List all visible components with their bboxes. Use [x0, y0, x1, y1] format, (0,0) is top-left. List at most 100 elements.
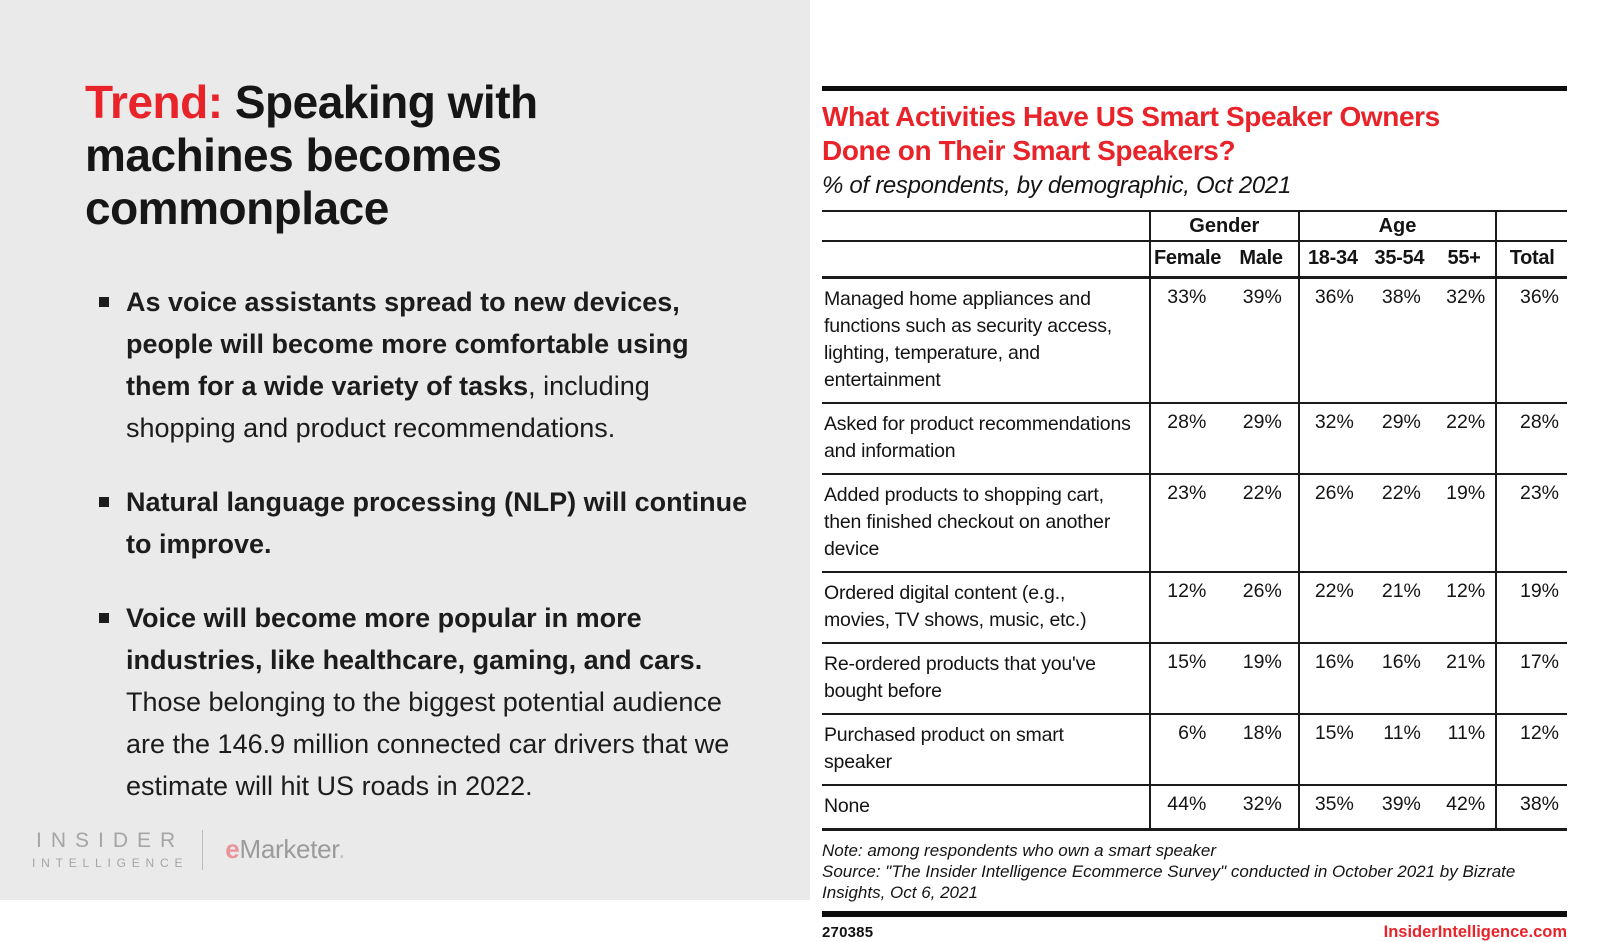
slide-title: Trend: Speaking with machines becomes co… — [85, 76, 750, 235]
slide-left-panel: Trend: Speaking with machines becomes co… — [0, 0, 810, 900]
row-value: 22% — [1432, 403, 1497, 475]
bullet-square-icon — [99, 497, 109, 507]
insider-logo-line1: INSIDER — [36, 829, 185, 852]
row-label: Purchased product on smart speaker — [822, 714, 1150, 786]
survey-table-head: Gender Age Female Male 18-34 35-54 55+ Total — [822, 211, 1567, 279]
row-value: 19% — [1224, 643, 1299, 715]
emarketer-logo: eMarketer. — [225, 834, 345, 865]
bullet-regular-text: , including shopping and product recomme… — [126, 371, 650, 443]
bullet-square-icon — [99, 613, 109, 623]
row-value: 26% — [1224, 572, 1299, 644]
chart-subtitle: % of respondents, by demographic, Oct 20… — [822, 172, 1292, 199]
row-value: 15% — [1148, 643, 1225, 715]
brand-logo-row: INSIDER INTELLIGENCE eMarketer. — [32, 829, 345, 870]
bullet-list: As voice assistants spread to new device… — [85, 281, 750, 807]
emarketer-logo-text: Marketer — [239, 834, 339, 864]
table-row: Re-ordered products that you've bought b… — [822, 643, 1567, 715]
chart-footer: 270385 InsiderIntelligence.com — [822, 923, 1567, 942]
chart-source-line: Source: "The Insider Intelligence Ecomme… — [822, 862, 1516, 902]
row-value: 21% — [1365, 572, 1433, 644]
bullet-item-2: Natural language processing (NLP) will c… — [85, 481, 750, 565]
row-value: 39% — [1224, 277, 1299, 404]
chart-title-line1: What Activities Have US Smart Speaker Ow… — [822, 101, 1440, 132]
row-value: 18% — [1224, 714, 1299, 786]
col-group-age: Age — [1297, 211, 1497, 242]
row-value: 28% — [1495, 403, 1567, 475]
row-value: 11% — [1365, 714, 1433, 786]
bullet-square-icon — [99, 297, 109, 307]
col-header-male: Male — [1224, 241, 1299, 279]
row-value: 12% — [1148, 572, 1225, 644]
row-value: 42% — [1446, 793, 1486, 815]
row-label: Ordered digital content (e.g., movies, T… — [822, 572, 1150, 644]
row-value: 26% — [1297, 474, 1366, 573]
survey-table-body: Managed home appliances and functions su… — [822, 277, 1567, 830]
row-value: 22% — [1365, 474, 1433, 573]
chart-top-rule — [822, 86, 1567, 91]
row-value: 16% — [1365, 643, 1433, 715]
bullet-bold-text: Voice will become more popular in more i… — [126, 603, 703, 675]
row-value: 44% — [1148, 785, 1225, 830]
row-value: 33% — [1148, 277, 1225, 404]
row-value: 19% — [1495, 572, 1567, 644]
row-label: Added products to shopping cart, then fi… — [822, 474, 1150, 573]
insiderintelligence-url: InsiderIntelligence.com — [1383, 923, 1567, 941]
chart-title: What Activities Have US Smart Speaker Ow… — [822, 100, 1567, 168]
row-value: 12% — [1432, 572, 1497, 644]
col-header-18-34: 18-34 — [1297, 241, 1366, 279]
col-header-total: Total — [1495, 241, 1567, 279]
row-value: 32% — [1432, 277, 1497, 404]
emarketer-logo-mark: . — [338, 834, 346, 864]
row-value: 17% — [1495, 643, 1567, 715]
table-row: Added products to shopping cart, then fi… — [822, 474, 1567, 573]
bullet-bold-text: As voice assistants spread to new device… — [126, 287, 689, 401]
chart-note-line: Note: among respondents who own a smart … — [822, 841, 1217, 860]
col-group-gender: Gender — [1148, 211, 1299, 242]
row-value: 6% — [1148, 714, 1225, 786]
row-label: None — [824, 795, 870, 817]
chart-block: What Activities Have US Smart Speaker Ow… — [822, 86, 1567, 942]
bullet-item-1: As voice assistants spread to new device… — [85, 281, 750, 449]
table-row: Purchased product on smart speaker 6% 18% 1… — [822, 714, 1567, 786]
row-value: 32% — [1297, 403, 1366, 475]
table-row: None 44% 32% 35% 39% 42% 38% — [822, 785, 1567, 830]
col-group-empty — [822, 211, 1150, 242]
bullet-item-3: Voice will become more popular in more i… — [85, 597, 750, 807]
row-label: Re-ordered products that you've bought b… — [822, 643, 1150, 715]
logo-divider — [202, 829, 204, 870]
row-value: 23% — [1148, 474, 1225, 573]
row-value: 22% — [1297, 572, 1366, 644]
row-value: 38% — [1495, 785, 1567, 830]
bullet-regular-text: Those belonging to the biggest potential… — [126, 687, 730, 801]
insider-intelligence-logo: INSIDER INTELLIGENCE — [32, 829, 188, 870]
col-header-35-54: 35-54 — [1365, 241, 1433, 279]
row-value: 23% — [1495, 474, 1567, 573]
row-value: 16% — [1297, 643, 1366, 715]
table-row: Ordered digital content (e.g., movies, T… — [822, 572, 1567, 644]
chart-bottom-rule — [822, 911, 1567, 917]
chart-panel: What Activities Have US Smart Speaker Ow… — [810, 0, 1600, 941]
bullet-bold-text: Natural language processing (NLP) will c… — [126, 487, 748, 559]
row-value: 35% — [1297, 785, 1366, 830]
row-label: Asked for product recommendations and in… — [822, 403, 1150, 475]
row-value: 11% — [1432, 714, 1497, 786]
row-value: 29% — [1365, 403, 1433, 475]
row-value: 39% — [1381, 793, 1421, 815]
row-value: 28% — [1148, 403, 1225, 475]
row-value: 36% — [1495, 277, 1567, 404]
col-header-55-: 55+ — [1432, 241, 1497, 279]
row-value: 15% — [1297, 714, 1366, 786]
row-value: 22% — [1224, 474, 1299, 573]
table-row: Managed home appliances and functions su… — [822, 277, 1567, 404]
row-label: Managed home appliances and functions su… — [822, 277, 1150, 404]
col-header-empty — [822, 241, 1150, 279]
row-value: 21% — [1432, 643, 1497, 715]
insider-logo-line2: INTELLIGENCE — [32, 856, 189, 870]
row-value: 38% — [1365, 277, 1433, 404]
row-value: 12% — [1495, 714, 1567, 786]
row-value: 29% — [1224, 403, 1299, 475]
row-value: 32% — [1242, 793, 1282, 815]
row-value: 36% — [1297, 277, 1366, 404]
slide-title-trend-prefix: Trend: — [85, 76, 223, 128]
emarketer-logo-e: e — [225, 834, 240, 864]
